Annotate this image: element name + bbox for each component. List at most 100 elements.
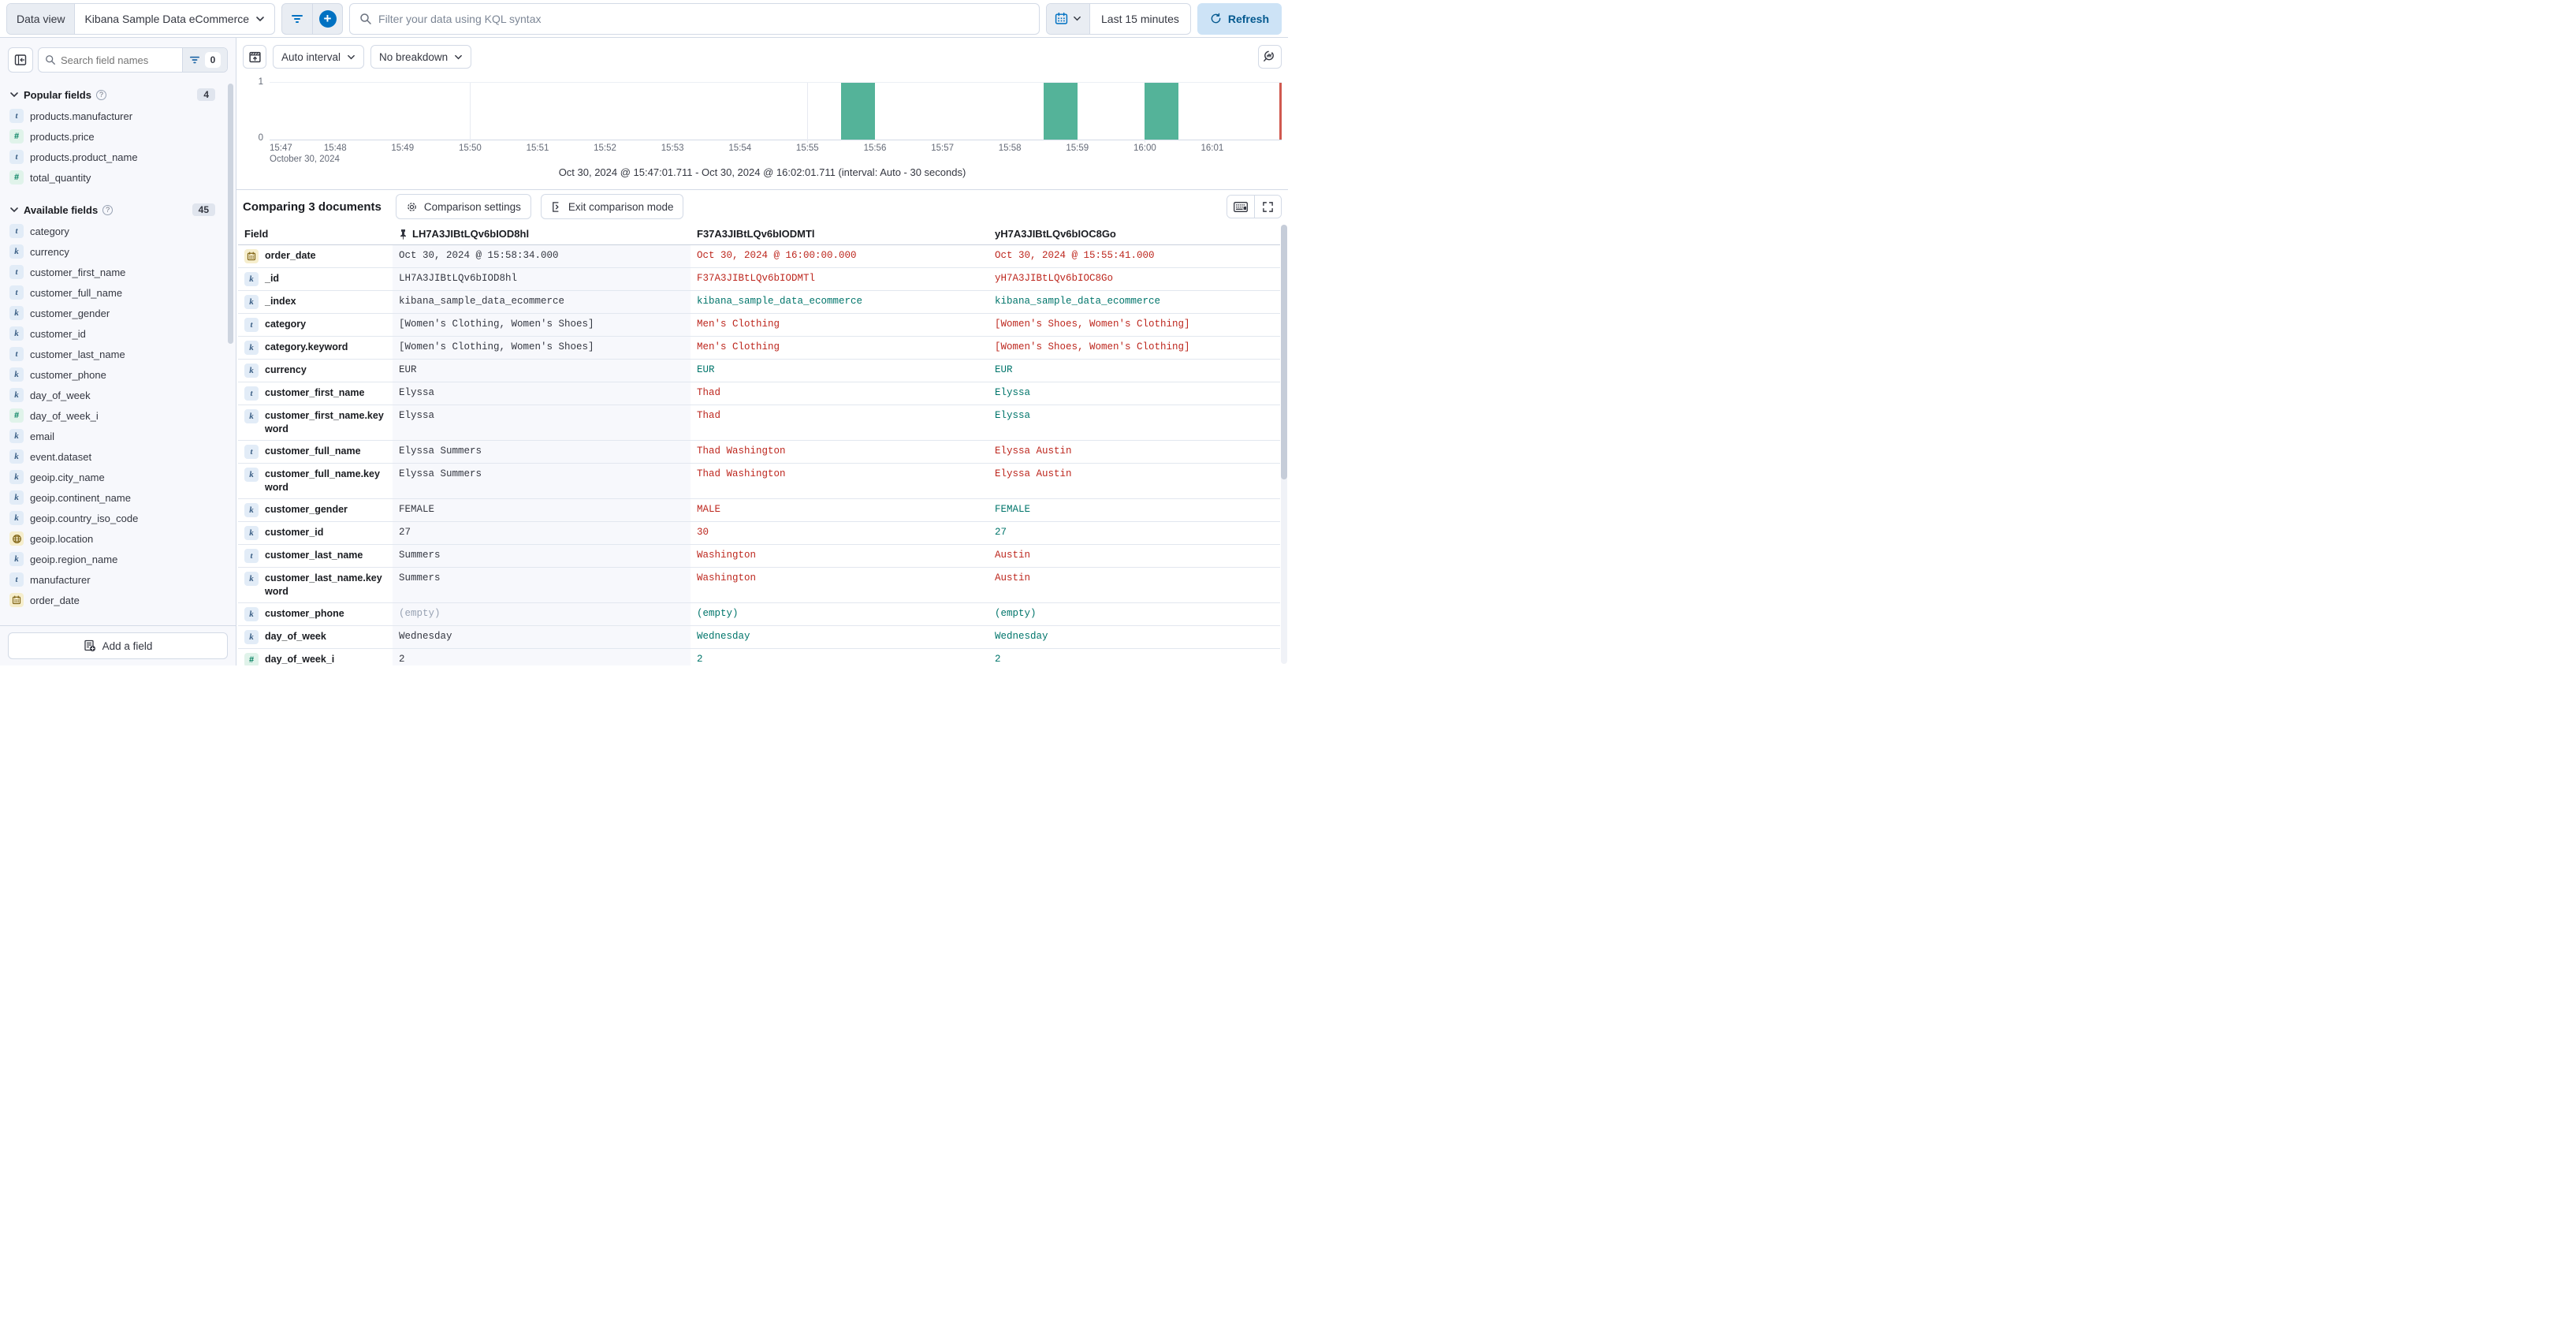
interval-select[interactable]: Auto interval (273, 45, 365, 69)
time-picker-calendar-button[interactable] (1047, 3, 1091, 34)
field-name-cell[interactable]: # day_of_week_i (238, 649, 393, 666)
data-view-select[interactable]: Kibana Sample Data eCommerce (75, 4, 274, 34)
document-column-header-LH7A3JIBtLQv6bIOD8hl[interactable]: LH7A3JIBtLQv6bIOD8hl (393, 223, 691, 244)
saved-query-filter-button[interactable] (282, 4, 312, 34)
field-name-cell[interactable]: t customer_first_name (238, 382, 393, 405)
histogram-bar-15:55:30[interactable] (841, 83, 875, 140)
comparison-table-wrap: Field LH7A3JIBtLQv6bIOD8hl F37A3JIBtLQv6bI… (236, 223, 1288, 666)
keyboard-shortcuts-button[interactable] (1227, 196, 1254, 218)
field-item-products.product_name[interactable]: t products.product_name (0, 147, 236, 167)
value-cell: Oct 30, 2024 @ 16:00:00.000 (697, 250, 857, 261)
field-item-currency[interactable]: k currency (0, 241, 236, 262)
document-column-header-yH7A3JIBtLQv6bIOC8Go[interactable]: yH7A3JIBtLQv6bIOC8Go (988, 223, 1280, 244)
field-item-manufacturer[interactable]: t manufacturer (0, 569, 236, 590)
exit-comparison-button[interactable]: Exit comparison mode (540, 194, 684, 219)
popular-fields-header[interactable]: Popular fields ? 4 (0, 82, 236, 106)
explore-in-lens-button[interactable] (1258, 45, 1282, 69)
sidebar-search-row: 0 (0, 38, 236, 79)
value-cell: Elyssa (393, 405, 691, 440)
table-row-customer_id: k customer_id 27 30 27 (238, 522, 1280, 545)
field-list-scroll[interactable]: Popular fields ? 4 t products.manufacture… (0, 79, 236, 625)
field-item-products.price[interactable]: # products.price (0, 126, 236, 147)
field-item-total_quantity[interactable]: # total_quantity (0, 167, 236, 188)
available-fields-title: Available fields (24, 203, 99, 216)
field-item-customer_gender[interactable]: k customer_gender (0, 303, 236, 323)
histogram-plot[interactable] (270, 82, 1282, 143)
x-axis-tick-16:00: 16:00 (1134, 144, 1156, 153)
field-item-customer_id[interactable]: k customer_id (0, 323, 236, 344)
kql-search-bar[interactable] (349, 2, 1040, 35)
field-name-cell[interactable]: k customer_gender (238, 499, 393, 521)
field-item-label: customer_id (30, 327, 86, 340)
field-item-email[interactable]: k email (0, 426, 236, 446)
fullscreen-button[interactable] (1254, 196, 1281, 218)
field-item-customer_first_name[interactable]: t customer_first_name (0, 262, 236, 282)
field-name-cell[interactable]: t customer_last_name (238, 545, 393, 567)
main-panel: Auto interval No breakdown (236, 38, 1288, 666)
field-search-input[interactable] (61, 54, 182, 66)
field-name-cell[interactable]: k customer_last_name.keyword (238, 568, 393, 602)
table-row-customer_gender: k customer_gender FEMALE MALE FEMALE (238, 499, 1280, 522)
fullscreen-icon (1263, 201, 1273, 212)
field-item-geoip.country_iso_code[interactable]: k geoip.country_iso_code (0, 508, 236, 528)
available-fields-list: t category k currency t customer_first_name t c… (0, 221, 236, 610)
table-scrollbar[interactable] (1281, 225, 1287, 664)
field-item-day_of_week[interactable]: k day_of_week (0, 385, 236, 405)
field-item-geoip.continent_name[interactable]: k geoip.continent_name (0, 487, 236, 508)
histogram-bar-15:58:30[interactable] (1044, 83, 1078, 140)
field-name-cell[interactable]: k category.keyword (238, 337, 393, 359)
x-axis-tick-15:47: 15:47 (270, 144, 292, 153)
field-name-cell[interactable]: k customer_first_name.keyword (238, 405, 393, 440)
breakdown-select[interactable]: No breakdown (370, 45, 472, 69)
plus-icon: + (318, 9, 337, 28)
table-scrollbar-thumb[interactable] (1281, 225, 1287, 480)
fields-sidebar: 0 Popular fields ? 4 t products.manufactu… (0, 38, 236, 666)
add-filter-button[interactable]: + (312, 3, 342, 34)
table-row-customer_first_name: t customer_first_name Elyssa Thad Elyssa (238, 382, 1280, 405)
field-name-cell[interactable]: k customer_full_name.keyword (238, 464, 393, 498)
x-axis-tick-15:53: 15:53 (661, 144, 684, 153)
field-name-cell[interactable]: k day_of_week (238, 626, 393, 648)
value-cell: MALE (697, 504, 721, 515)
field-item-order_date[interactable]: order_date (0, 590, 236, 610)
field-item-products.manufacturer[interactable]: t products.manufacturer (0, 106, 236, 126)
field-filter-button[interactable]: 0 (182, 48, 227, 72)
refresh-button[interactable]: Refresh (1197, 2, 1282, 35)
field-item-label: customer_last_name (30, 348, 125, 360)
hide-chart-button[interactable] (243, 45, 266, 69)
field-name-cell[interactable]: k currency (238, 360, 393, 382)
field-item-geoip.city_name[interactable]: k geoip.city_name (0, 467, 236, 487)
collapse-sidebar-button[interactable] (8, 47, 33, 73)
field-name-label: category.keyword (265, 341, 348, 352)
field-item-event.dataset[interactable]: k event.dataset (0, 446, 236, 467)
field-name-cell[interactable]: t category (238, 314, 393, 336)
field-name-cell[interactable]: k customer_id (238, 522, 393, 544)
field-name-cell[interactable]: k customer_phone (238, 603, 393, 625)
field-item-geoip.region_name[interactable]: k geoip.region_name (0, 549, 236, 569)
top-bar: Data view Kibana Sample Data eCommerce + (0, 0, 1288, 38)
sidebar-scrollbar[interactable] (228, 84, 233, 344)
field-item-customer_full_name[interactable]: t customer_full_name (0, 282, 236, 303)
field-type-token-k-icon: k (244, 341, 259, 355)
geo-point-token-icon (9, 531, 24, 546)
field-item-customer_phone[interactable]: k customer_phone (0, 364, 236, 385)
field-item-customer_last_name[interactable]: t customer_last_name (0, 344, 236, 364)
value-cell: Thad Washington (697, 468, 786, 479)
add-field-button[interactable]: Add a field (8, 632, 228, 659)
available-fields-header[interactable]: Available fields ? 45 (0, 197, 236, 221)
histogram-bar-16:00:00[interactable] (1145, 83, 1179, 140)
field-name-cell[interactable]: order_date (238, 245, 393, 267)
field-name-cell[interactable]: k _index (238, 291, 393, 313)
field-item-day_of_week_i[interactable]: # day_of_week_i (0, 405, 236, 426)
field-type-token-k-icon: k (244, 572, 259, 586)
field-item-geoip.location[interactable]: geoip.location (0, 528, 236, 549)
time-range-value[interactable]: Last 15 minutes (1101, 12, 1179, 25)
kql-search-input[interactable] (378, 12, 1030, 25)
field-item-category[interactable]: t category (0, 221, 236, 241)
comparison-settings-button[interactable]: Comparison settings (395, 194, 531, 219)
field-name-label: day_of_week_i (265, 654, 335, 665)
document-column-header-F37A3JIBtLQv6bIODMTl[interactable]: F37A3JIBtLQv6bIODMTl (691, 223, 988, 244)
collapse-panel-icon (14, 54, 27, 65)
field-name-cell[interactable]: k _id (238, 268, 393, 290)
field-name-cell[interactable]: t customer_full_name (238, 441, 393, 463)
